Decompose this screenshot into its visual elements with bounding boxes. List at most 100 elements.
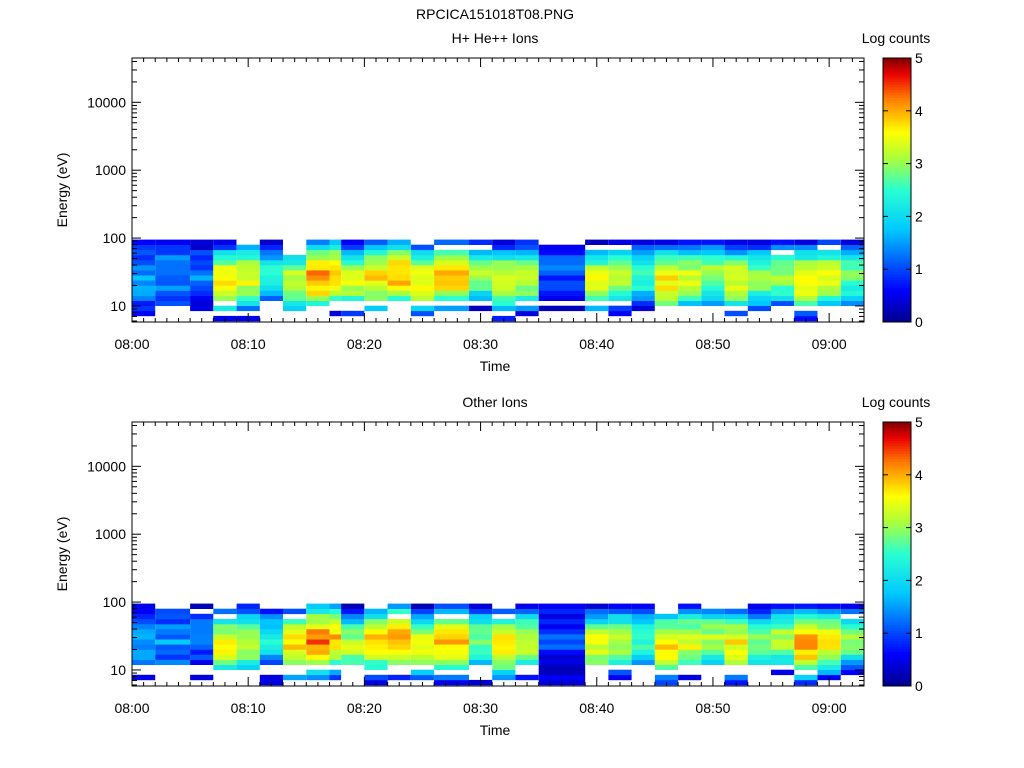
heat-cell: [341, 623, 365, 630]
heat-cell: [259, 639, 283, 645]
colorbar-segment: [883, 482, 911, 486]
heat-cell: [585, 249, 609, 256]
heat-cell: [585, 239, 609, 245]
heat-cell: [306, 300, 330, 306]
heat-cell: [236, 280, 260, 286]
heat-cell: [190, 659, 214, 665]
heat-cell: [585, 259, 609, 266]
heat-cell: [631, 244, 655, 251]
heat-cell: [538, 259, 586, 266]
heat-cell: [817, 275, 841, 281]
heat-cell: [434, 664, 469, 670]
y-axis-title: Energy (eV): [54, 517, 70, 592]
heat-cell: [469, 305, 493, 312]
colorbar-segment: [883, 540, 911, 544]
heat-cell: [387, 295, 411, 301]
colorbar-segment: [883, 63, 911, 67]
heat-cell: [631, 285, 655, 291]
heat-cell: [259, 239, 283, 245]
colorbar-segment: [883, 263, 911, 267]
heat-cell: [724, 290, 748, 296]
colorbar-segment: [883, 429, 911, 433]
heat-cell: [213, 649, 237, 655]
heat-cell: [236, 295, 260, 301]
heat-cell: [434, 280, 469, 286]
heat-cell: [259, 285, 283, 291]
heat-cell: [306, 254, 330, 261]
colorbar-segment: [883, 248, 911, 252]
heat-cell: [259, 259, 283, 266]
heat-cell: [538, 654, 586, 660]
heat-cell: [724, 634, 748, 640]
heat-cell: [329, 310, 342, 317]
colorbar-segment: [883, 445, 911, 449]
heat-cell: [434, 305, 469, 312]
heat-cell: [434, 249, 469, 256]
colorbar-segment: [883, 588, 911, 592]
heat-cell: [410, 295, 435, 301]
colorbar-segment: [883, 87, 911, 91]
colorbar-segment: [883, 651, 911, 655]
colorbar-segment: [883, 182, 911, 186]
colorbar-segment: [883, 532, 911, 536]
heat-cell: [492, 654, 516, 660]
heat-cell: [364, 644, 388, 650]
heat-cell: [283, 270, 307, 276]
colorbar-segment: [883, 519, 911, 523]
heat-cell: [747, 265, 771, 271]
heat-cell: [794, 639, 818, 645]
heat-cell: [840, 634, 864, 640]
heat-cell: [654, 634, 679, 640]
heat-cell: [701, 295, 725, 301]
heat-cell: [306, 639, 330, 645]
heat-cell: [515, 603, 539, 609]
heat-cell: [701, 649, 725, 655]
heat-cell: [469, 290, 493, 296]
heat-cell: [724, 280, 748, 286]
heat-cell: [387, 623, 411, 630]
heat-cell: [364, 270, 388, 276]
colorbar-segment: [883, 250, 911, 254]
colorbar-tick-label: 1: [915, 625, 923, 641]
heat-cell: [236, 649, 260, 655]
colorbar-segment: [883, 625, 911, 629]
heat-cell: [387, 649, 411, 655]
colorbar-segment: [883, 187, 911, 191]
heat-cell: [306, 290, 330, 296]
colorbar-segment: [883, 554, 911, 558]
heat-cell: [283, 300, 307, 306]
colorbar-segment: [883, 155, 911, 159]
colorbar-segment: [883, 158, 911, 162]
heat-cell: [329, 659, 342, 665]
heat-cell: [724, 654, 748, 660]
heat-cell: [794, 275, 818, 281]
colorbar-segment: [883, 530, 911, 534]
heat-cell: [538, 270, 586, 276]
colorbar-segment: [883, 110, 911, 114]
colorbar-segment: [883, 635, 911, 639]
heat-cell: [538, 664, 586, 670]
heat-cell: [469, 270, 493, 276]
x-axis: 08:00 08:10 08:20 08:30 08:40 08:50 09:00: [114, 422, 865, 716]
heat-cell: [364, 305, 388, 312]
heat-cell: [341, 290, 365, 296]
colorbar-segment: [883, 153, 911, 157]
heat-cell: [283, 305, 307, 312]
heat-cell: [341, 613, 365, 620]
heat-cell: [434, 674, 469, 681]
heat-cell: [306, 280, 330, 286]
heat-cell: [515, 608, 539, 615]
heat-cell: [410, 259, 435, 266]
heat-cell: [817, 239, 841, 245]
colorbar-segment: [883, 306, 911, 310]
heat-cell: [364, 634, 388, 640]
heat-cell: [840, 254, 864, 261]
heat-cell: [724, 649, 748, 655]
heat-cell: [259, 249, 283, 256]
heat-cell: [492, 634, 516, 640]
heat-cell: [608, 613, 632, 620]
heat-cell: [817, 285, 841, 291]
heat-cell: [678, 265, 702, 271]
heat-cell: [840, 285, 864, 291]
heat-cell: [434, 659, 469, 665]
